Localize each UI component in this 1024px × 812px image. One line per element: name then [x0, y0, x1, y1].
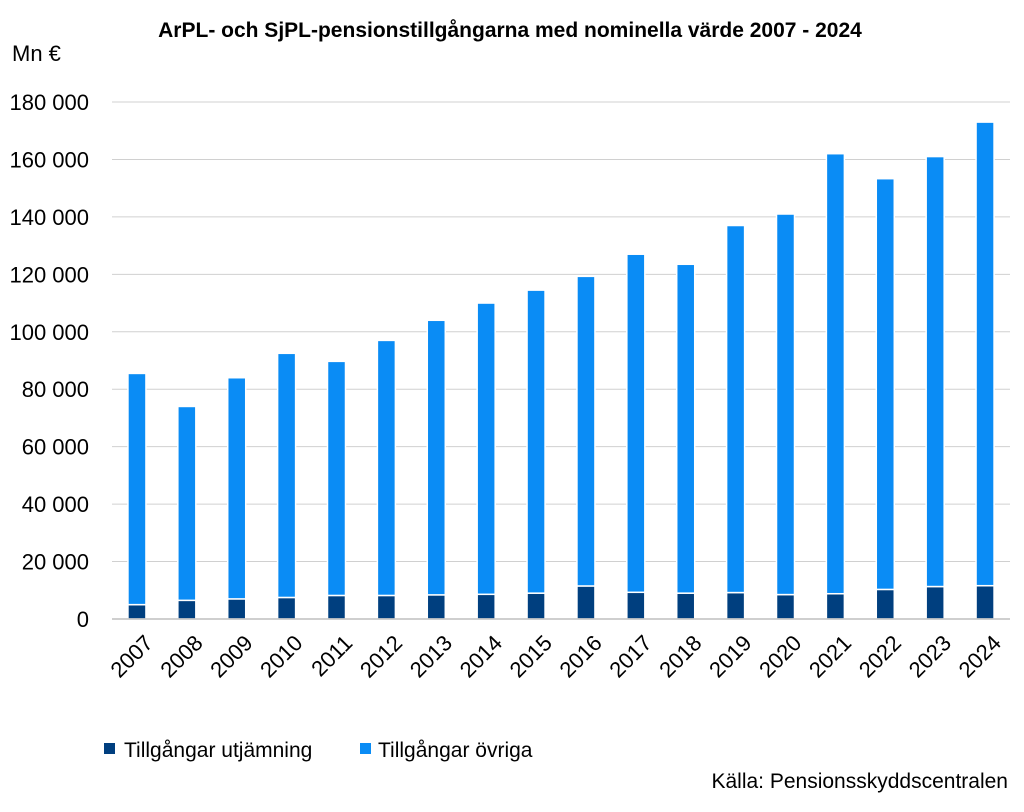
bar-utjamning: [576, 585, 596, 620]
x-axis-ticks: 2007200820092010201120122013201420152016…: [106, 630, 1006, 682]
x-tick-label: 2012: [355, 630, 407, 682]
y-tick-label: 100 000: [9, 320, 89, 345]
x-tick-label: 2018: [654, 630, 706, 682]
x-tick-label: 2014: [455, 630, 507, 682]
bar-ovriga: [526, 289, 546, 594]
bar-ovriga: [376, 339, 397, 597]
y-tick-label: 40 000: [22, 492, 89, 517]
legend-label-ovriga: Tillgångar övriga: [378, 739, 533, 762]
legend-swatch-utjamning: [104, 743, 115, 754]
x-tick-label: 2009: [205, 630, 257, 682]
x-tick-label: 2010: [255, 630, 307, 682]
bar-utjamning: [725, 591, 746, 620]
bar-ovriga: [775, 213, 796, 596]
bar-utjamning: [226, 598, 247, 620]
chart-title: ArPL- och SjPL-pensionstillgångarna med …: [158, 19, 862, 42]
bar-ovriga: [177, 405, 197, 602]
x-tick-label: 2021: [804, 630, 856, 682]
x-tick-label: 2011: [306, 630, 357, 681]
bar-utjamning: [675, 592, 696, 620]
x-tick-label: 2023: [904, 630, 956, 682]
y-tick-label: 160 000: [9, 147, 89, 172]
y-tick-label: 60 000: [22, 435, 89, 460]
x-tick-label: 2024: [954, 630, 1006, 682]
y-axis-ticks: 0 20 000 40 000 60 000 80 000 100 000 120 000 1…: [9, 90, 89, 632]
bar-utjamning: [626, 591, 646, 620]
legend-label-utjamning: Tillgångar utjämning: [124, 739, 312, 762]
x-tick-label: 2017: [604, 630, 656, 682]
bar-ovriga: [226, 376, 247, 600]
x-tick-label: 2016: [555, 630, 607, 682]
bar-ovriga: [925, 155, 945, 588]
x-tick-label: 2007: [106, 630, 158, 682]
legend-swatch-ovriga: [360, 743, 371, 754]
bar-ovriga: [476, 302, 496, 596]
bar-ovriga: [276, 352, 297, 599]
bar-ovriga: [825, 152, 846, 595]
source-note: Källa: Pensionsskyddscentralen: [711, 770, 1008, 793]
bar-utjamning: [426, 594, 447, 620]
bar-utjamning: [276, 596, 297, 620]
bar-ovriga: [626, 253, 646, 594]
bar-utjamning: [825, 592, 846, 620]
grid-lines: [112, 101, 1010, 563]
bar-utjamning: [177, 599, 197, 620]
bar-utjamning: [775, 593, 796, 620]
y-tick-label: 80 000: [22, 377, 89, 402]
bar-utjamning: [875, 588, 896, 620]
bar-ovriga: [426, 319, 447, 596]
legend: Tillgångar utjämning Tillgångar övriga: [104, 739, 533, 762]
bar-ovriga: [875, 177, 896, 591]
bar-utjamning: [127, 603, 147, 620]
y-tick-label: 20 000: [22, 550, 89, 575]
bar-ovriga: [725, 224, 746, 594]
bar-utjamning: [376, 594, 397, 620]
x-tick-label: 2013: [405, 630, 457, 682]
bars: [127, 121, 995, 620]
x-tick-label: 2019: [704, 630, 756, 682]
y-tick-label: 120 000: [9, 262, 89, 287]
bar-ovriga: [675, 263, 696, 594]
y-tick-label: 0: [77, 607, 89, 632]
bar-utjamning: [925, 585, 945, 620]
y-tick-label: 140 000: [9, 205, 89, 230]
y-tick-label: 180 000: [9, 90, 89, 115]
bar-utjamning: [975, 584, 995, 620]
x-tick-label: 2008: [155, 630, 207, 682]
bar-utjamning: [526, 592, 546, 620]
y-axis-unit-label: Mn €: [12, 41, 61, 66]
bar-ovriga: [975, 121, 995, 587]
x-tick-label: 2015: [505, 630, 557, 682]
x-tick-label: 2022: [854, 630, 906, 682]
x-tick-label: 2020: [754, 630, 806, 682]
bar-utjamning: [476, 593, 496, 620]
bar-ovriga: [326, 360, 347, 597]
bar-ovriga: [576, 275, 596, 587]
bar-utjamning: [326, 594, 347, 620]
bar-ovriga: [127, 372, 147, 606]
